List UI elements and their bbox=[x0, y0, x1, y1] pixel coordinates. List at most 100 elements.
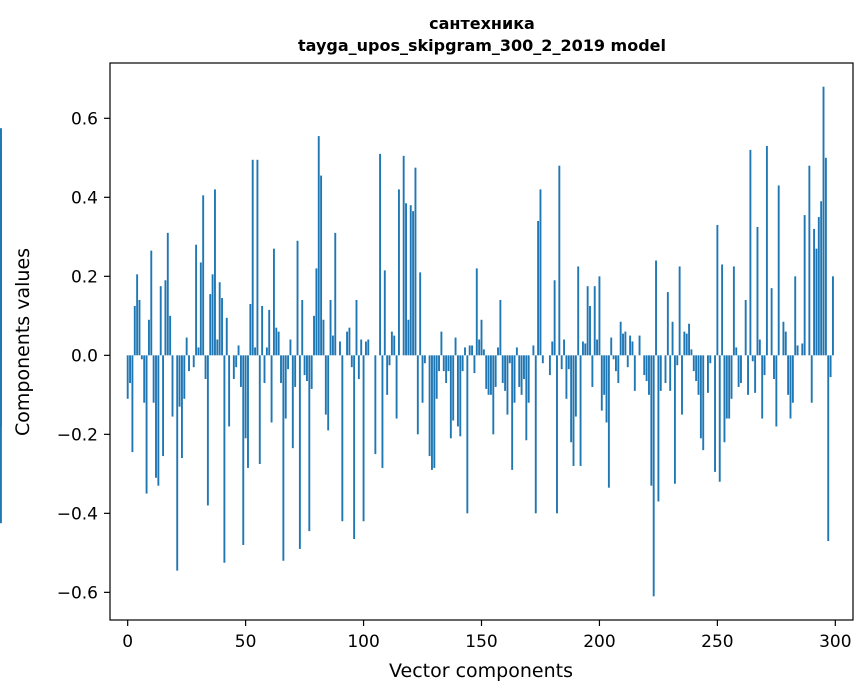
bar-131 bbox=[435, 355, 438, 399]
bar-113 bbox=[393, 335, 396, 356]
bar-183 bbox=[558, 165, 561, 356]
bar-undefined bbox=[0, 177, 2, 356]
bar-235 bbox=[681, 355, 683, 415]
bar-28 bbox=[192, 355, 195, 368]
bar-282 bbox=[791, 355, 794, 403]
bar-150 bbox=[480, 319, 483, 356]
bar-148 bbox=[475, 268, 478, 356]
bar-255 bbox=[728, 355, 731, 419]
bar-252 bbox=[721, 264, 724, 356]
bar-297 bbox=[827, 355, 830, 541]
bar-155 bbox=[492, 355, 495, 435]
bar-99 bbox=[360, 339, 363, 356]
bar-108 bbox=[381, 355, 384, 468]
bar-188 bbox=[570, 355, 573, 443]
bar-151 bbox=[482, 349, 485, 356]
bar-47 bbox=[237, 345, 240, 356]
bar-273 bbox=[770, 288, 773, 356]
bars-group bbox=[0, 86, 834, 597]
bar-23 bbox=[181, 355, 183, 459]
bar-74 bbox=[301, 300, 304, 356]
bar-121 bbox=[412, 211, 415, 356]
bar-107 bbox=[379, 153, 382, 356]
bar-236 bbox=[683, 331, 686, 356]
bar-45 bbox=[232, 355, 235, 380]
x-tick-label: 100 bbox=[347, 632, 379, 652]
bar-251 bbox=[718, 355, 721, 482]
bar-286 bbox=[801, 343, 804, 356]
bar-100 bbox=[362, 355, 365, 522]
bar-8 bbox=[145, 355, 148, 494]
bar-122 bbox=[414, 167, 417, 356]
bar-154 bbox=[489, 355, 492, 395]
bar-279 bbox=[784, 331, 787, 356]
bar-290 bbox=[810, 355, 813, 403]
bar-86 bbox=[329, 300, 332, 356]
bar-22 bbox=[178, 355, 181, 407]
bar-67 bbox=[284, 355, 287, 419]
bar-147 bbox=[473, 355, 476, 374]
bar-95 bbox=[350, 355, 353, 368]
bar-81 bbox=[317, 136, 320, 356]
bar-98 bbox=[357, 355, 360, 380]
y-tick-label: 0.0 bbox=[71, 346, 98, 366]
bar-34 bbox=[206, 355, 209, 506]
bar-30 bbox=[197, 347, 200, 356]
bar-184 bbox=[560, 355, 563, 370]
bar-50 bbox=[244, 355, 247, 439]
bar-257 bbox=[732, 266, 735, 356]
bar-undefined bbox=[0, 355, 2, 399]
bar-256 bbox=[730, 355, 733, 399]
bar-78 bbox=[310, 355, 313, 389]
bar-146 bbox=[471, 345, 474, 356]
bar-114 bbox=[395, 355, 398, 419]
bar-195 bbox=[586, 286, 589, 356]
bar-250 bbox=[716, 224, 719, 356]
bar-243 bbox=[699, 355, 702, 439]
bar-18 bbox=[169, 315, 172, 356]
y-axis-label: Components values bbox=[12, 248, 34, 436]
bar-270 bbox=[763, 355, 766, 376]
bar-19 bbox=[171, 355, 174, 417]
x-tick-label: 250 bbox=[701, 632, 733, 652]
bar-200 bbox=[598, 276, 601, 356]
bar-71 bbox=[294, 355, 297, 387]
bar-54 bbox=[254, 347, 257, 356]
bar-168 bbox=[523, 355, 525, 380]
bar-293 bbox=[817, 217, 820, 356]
bar-191 bbox=[577, 266, 580, 356]
bar-109 bbox=[383, 270, 386, 356]
bar-65 bbox=[280, 355, 282, 383]
y-tick-label: −0.4 bbox=[57, 504, 98, 524]
bar-258 bbox=[735, 347, 738, 356]
bar-161 bbox=[506, 355, 509, 415]
bar-246 bbox=[706, 355, 709, 393]
bar-280 bbox=[787, 355, 790, 395]
bar-72 bbox=[296, 240, 299, 356]
bar-289 bbox=[808, 165, 811, 356]
bar-32 bbox=[202, 195, 205, 356]
bar-220 bbox=[645, 355, 648, 382]
bar-105 bbox=[374, 355, 377, 455]
bar-139 bbox=[454, 337, 457, 356]
bar-219 bbox=[643, 355, 646, 376]
bar-209 bbox=[619, 321, 622, 356]
bar-53 bbox=[251, 159, 254, 356]
bar-260 bbox=[740, 355, 742, 383]
bar-145 bbox=[468, 345, 471, 356]
bar-119 bbox=[407, 319, 410, 356]
bar-215 bbox=[633, 355, 636, 391]
bar-211 bbox=[624, 331, 627, 356]
bar-193 bbox=[581, 341, 584, 356]
bar-132 bbox=[438, 355, 440, 372]
bar-93 bbox=[346, 331, 348, 356]
bar-264 bbox=[749, 149, 752, 356]
bar-38 bbox=[216, 339, 219, 356]
bar-12 bbox=[155, 355, 157, 478]
bar-120 bbox=[409, 205, 412, 356]
bar-101 bbox=[364, 341, 367, 356]
bar-57 bbox=[261, 305, 264, 356]
bar-267 bbox=[756, 226, 759, 356]
bar-126 bbox=[423, 355, 426, 364]
bar-181 bbox=[553, 280, 556, 356]
